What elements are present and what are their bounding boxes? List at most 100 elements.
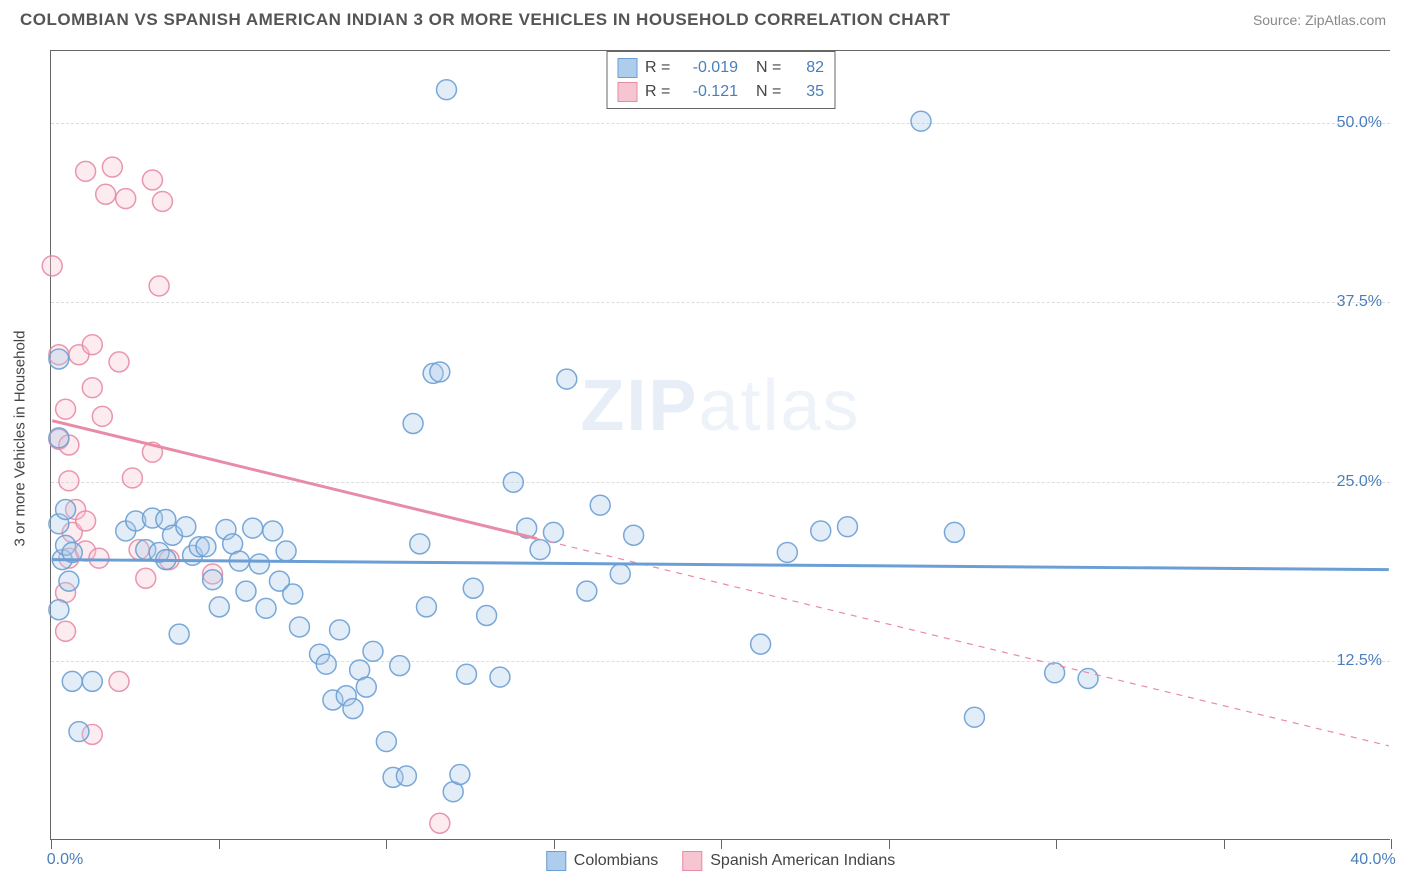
- data-point: [751, 634, 771, 654]
- legend-swatch: [617, 58, 637, 78]
- legend-item: Colombians: [546, 851, 658, 871]
- data-point: [196, 537, 216, 557]
- legend-swatch: [682, 851, 702, 871]
- data-point: [96, 184, 116, 204]
- data-point: [911, 111, 931, 131]
- data-point: [450, 765, 470, 785]
- series-legend: Colombians Spanish American Indians: [546, 851, 895, 871]
- x-tick: [554, 839, 555, 849]
- legend-swatch: [617, 82, 637, 102]
- data-point: [82, 335, 102, 355]
- legend-row: R = -0.121 N = 35: [617, 80, 824, 104]
- scatter-plot-svg: [51, 51, 1390, 839]
- r-value: -0.019: [683, 59, 738, 77]
- data-point: [169, 624, 189, 644]
- data-point: [176, 517, 196, 537]
- r-label: R =: [645, 59, 675, 77]
- x-tick: [1391, 839, 1392, 849]
- data-point: [102, 157, 122, 177]
- x-tick: [1056, 839, 1057, 849]
- data-point: [76, 511, 96, 531]
- n-value: 82: [794, 59, 824, 77]
- data-point: [944, 522, 964, 542]
- data-point: [1078, 669, 1098, 689]
- data-point: [276, 541, 296, 561]
- legend-item: Spanish American Indians: [682, 851, 895, 871]
- x-tick: [1224, 839, 1225, 849]
- data-point: [356, 677, 376, 697]
- data-point: [56, 621, 76, 641]
- data-point: [56, 499, 76, 519]
- data-point: [49, 349, 69, 369]
- legend-row: R = -0.019 N = 82: [617, 56, 824, 80]
- data-point: [624, 525, 644, 545]
- data-point: [263, 521, 283, 541]
- chart-plot-area: ZIPatlas 12.5%25.0%37.5%50.0% 0.0%40.0% …: [50, 50, 1390, 840]
- data-point: [590, 495, 610, 515]
- data-point: [59, 571, 79, 591]
- data-point: [503, 472, 523, 492]
- data-point: [49, 600, 69, 620]
- x-tick: [889, 839, 890, 849]
- data-point: [62, 671, 82, 691]
- data-point: [577, 581, 597, 601]
- data-point: [122, 468, 142, 488]
- x-tick: [386, 839, 387, 849]
- data-point: [610, 564, 630, 584]
- data-point: [416, 597, 436, 617]
- data-point: [376, 732, 396, 752]
- data-point: [42, 256, 62, 276]
- data-point: [56, 399, 76, 419]
- data-point: [457, 664, 477, 684]
- data-point: [256, 598, 276, 618]
- data-point: [964, 707, 984, 727]
- data-point: [243, 518, 263, 538]
- data-point: [403, 414, 423, 434]
- data-point: [430, 362, 450, 382]
- n-label: N =: [756, 59, 786, 77]
- data-point: [69, 722, 89, 742]
- legend-swatch: [546, 851, 566, 871]
- data-point: [149, 276, 169, 296]
- data-point: [838, 517, 858, 537]
- data-point: [59, 471, 79, 491]
- data-point: [236, 581, 256, 601]
- data-point: [477, 606, 497, 626]
- n-label: N =: [756, 83, 786, 101]
- data-point: [316, 654, 336, 674]
- correlation-legend: R = -0.019 N = 82 R = -0.121 N = 35: [606, 51, 835, 109]
- x-tick: [721, 839, 722, 849]
- r-value: -0.121: [683, 83, 738, 101]
- data-point: [811, 521, 831, 541]
- data-point: [203, 570, 223, 590]
- data-point: [343, 699, 363, 719]
- data-point: [109, 671, 129, 691]
- source-attribution: Source: ZipAtlas.com: [1253, 12, 1386, 28]
- data-point: [289, 617, 309, 637]
- r-label: R =: [645, 83, 675, 101]
- data-point: [49, 428, 69, 448]
- data-point: [543, 522, 563, 542]
- legend-label: Colombians: [574, 852, 658, 870]
- legend-label: Spanish American Indians: [710, 852, 895, 870]
- data-point: [390, 656, 410, 676]
- data-point: [437, 80, 457, 100]
- data-point: [249, 554, 269, 574]
- data-point: [430, 813, 450, 833]
- data-point: [557, 369, 577, 389]
- x-tick-label: 0.0%: [47, 851, 83, 869]
- data-point: [109, 352, 129, 372]
- data-point: [209, 597, 229, 617]
- data-point: [116, 189, 136, 209]
- x-tick: [51, 839, 52, 849]
- data-point: [330, 620, 350, 640]
- x-tick: [219, 839, 220, 849]
- data-point: [283, 584, 303, 604]
- x-tick-label: 40.0%: [1350, 851, 1395, 869]
- data-point: [530, 540, 550, 560]
- data-point: [82, 671, 102, 691]
- data-point: [142, 170, 162, 190]
- data-point: [136, 568, 156, 588]
- data-point: [410, 534, 430, 554]
- data-point: [396, 766, 416, 786]
